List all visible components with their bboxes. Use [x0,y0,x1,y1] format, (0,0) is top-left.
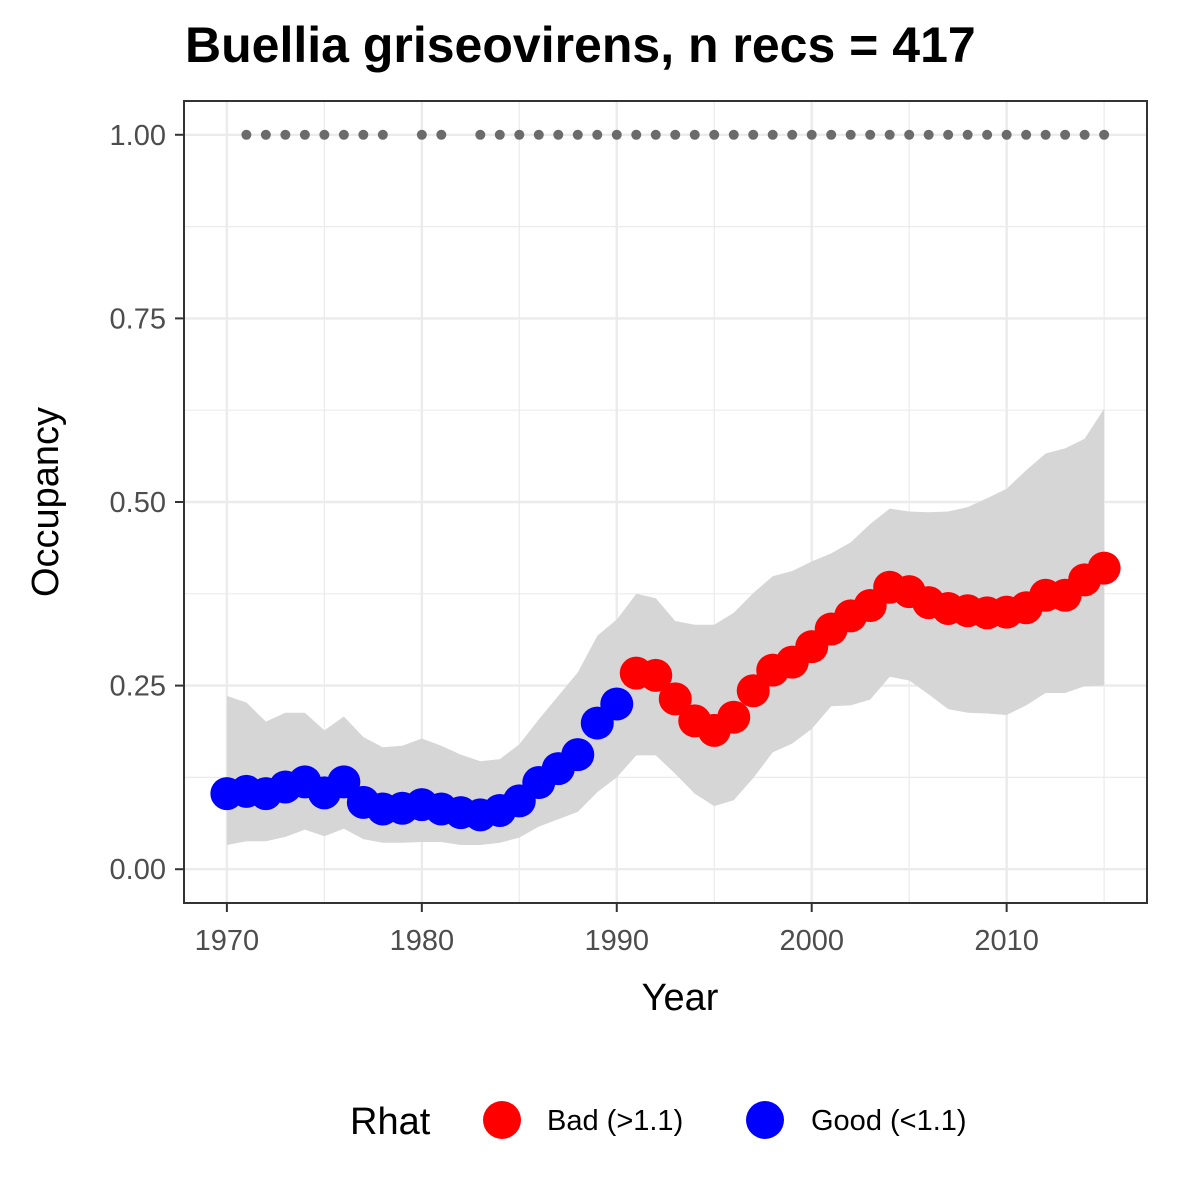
x-tick-label: 2000 [779,925,844,957]
occupancy-point-bad [1087,551,1121,585]
legend-key-bad [483,1101,521,1139]
record-year-dot [943,129,954,140]
record-year-dot [1021,129,1032,140]
record-year-dot [436,129,447,140]
occupancy-point-good [561,738,595,772]
record-year-dot [962,129,973,140]
record-year-dot [514,129,525,140]
record-year-dot [728,129,739,140]
record-year-markers [241,129,1110,140]
record-year-dot [319,129,330,140]
occupancy-point-bad [717,700,751,734]
record-year-dot [904,129,915,140]
record-year-dot [865,129,876,140]
legend-key-good [746,1101,784,1139]
record-year-dot [572,129,583,140]
legend-title: Rhat [350,1101,431,1143]
x-tick-label: 1980 [390,925,455,957]
y-axis: 0.00 0.25 0.50 0.75 1.00 [110,120,184,886]
record-year-dot [280,129,291,140]
occupancy-point-bad [658,682,692,716]
credible-interval-ribbon [226,408,1105,845]
record-year-dot [377,129,388,140]
record-year-dot [475,129,486,140]
record-year-dot [338,129,349,140]
occupancy-point-bad [736,674,770,708]
y-tick-label: 0.00 [110,854,166,886]
chart-title: Buellia griseovirens, n recs = 417 [185,17,976,73]
record-year-dot [260,129,271,140]
record-year-dot [358,129,369,140]
record-year-dot [631,129,642,140]
record-year-dot [767,129,778,140]
record-year-dot [845,129,856,140]
occupancy-points [210,551,1121,832]
y-tick-label: 1.00 [110,120,166,152]
record-year-dot [416,129,427,140]
record-year-dot [533,129,544,140]
record-year-dot [611,129,622,140]
x-axis-title: Year [642,977,719,1019]
record-year-dot [826,129,837,140]
record-year-dot [241,129,252,140]
record-year-dot [1079,129,1090,140]
x-tick-label: 2010 [974,925,1039,957]
record-year-dot [689,129,700,140]
y-tick-label: 0.25 [110,671,166,703]
y-tick-label: 0.75 [110,303,166,335]
record-year-dot [806,129,817,140]
x-tick-label: 1970 [195,925,260,957]
y-tick-label: 0.50 [110,487,166,519]
record-year-dot [884,129,895,140]
record-year-dot [1060,129,1071,140]
record-year-dot [709,129,720,140]
record-year-dot [1099,129,1110,140]
legend-label-good: Good (<1.1) [811,1105,967,1137]
record-year-dot [982,129,993,140]
x-tick-label: 1990 [585,925,650,957]
occupancy-point-good [600,687,634,721]
occupancy-point-good [327,765,361,799]
legend: Rhat Bad (>1.1) Good (<1.1) [350,1101,967,1143]
record-year-dot [299,129,310,140]
record-year-dot [553,129,564,140]
plot-panel [183,100,1148,904]
record-year-dot [1001,129,1012,140]
record-year-dot [1040,129,1051,140]
record-year-dot [787,129,798,140]
record-year-dot [923,129,934,140]
record-year-dot [748,129,759,140]
y-axis-title: Occupancy [25,407,67,597]
occupancy-point-bad [639,658,673,692]
record-year-dot [650,129,661,140]
x-axis: 1970 1980 1990 2000 2010 [195,903,1039,957]
record-year-dot [494,129,505,140]
record-year-dot [592,129,603,140]
record-year-dot [670,129,681,140]
legend-label-bad: Bad (>1.1) [547,1105,683,1137]
